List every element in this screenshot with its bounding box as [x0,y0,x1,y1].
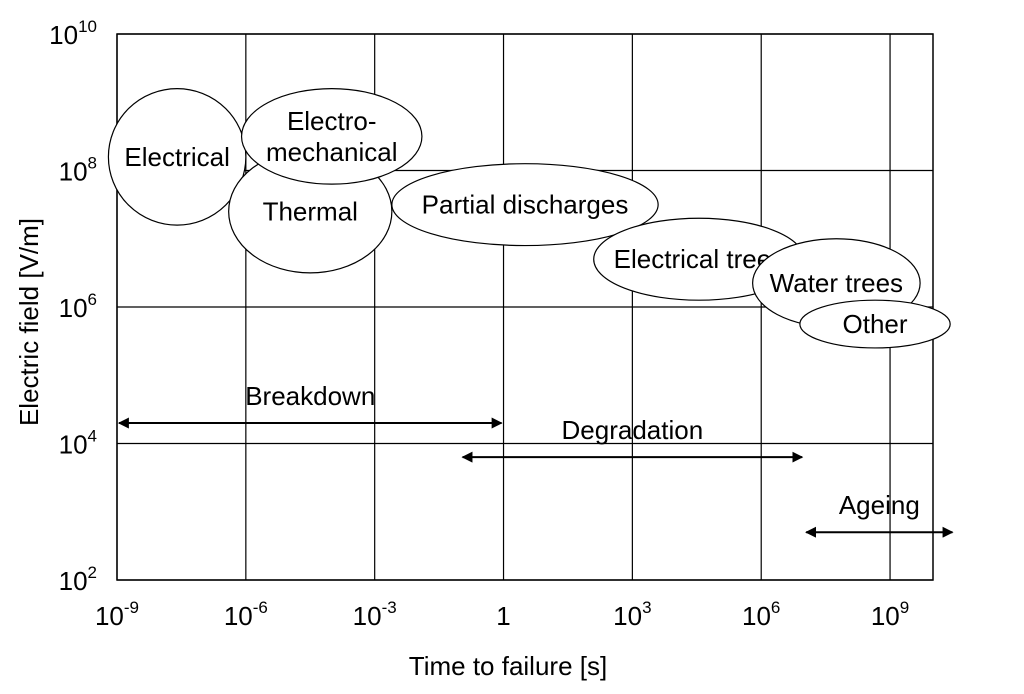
x-tick-label: 10-9 [95,598,139,631]
y-tick-base: 10 [49,20,78,50]
range-label: Breakdown [245,381,375,411]
x-tick-label: 1 [496,601,510,631]
region-ellipse [799,299,951,349]
x-tick-base: 10 [613,601,642,631]
ranges: Breakdown Degradation Ageing [117,381,954,538]
y-tick-base: 10 [59,566,88,596]
x-tick-base: 10 [871,601,900,631]
region-ellipse [107,88,247,226]
plot-frame [116,33,934,581]
y-tick-label: 104 [59,427,97,460]
y-tick-exponent: 8 [88,154,97,173]
region-label: Partial discharges [422,190,629,220]
region-label: Electro- [287,106,377,136]
x-tick-base: 10 [742,601,771,631]
y-tick-base: 10 [59,157,88,187]
x-tick-base: 10 [95,601,124,631]
range-label: Ageing [839,490,920,520]
y-tick-base: 10 [59,430,88,460]
x-tick-exponent: -9 [124,598,139,617]
region-label: mechanical [266,137,398,167]
y-tick-label: 102 [59,563,97,596]
region-ellipse [240,87,423,185]
x-tick-base: 1 [496,601,510,631]
y-axis-label: Electric field [V/m] [14,218,44,426]
x-tick-base: 10 [224,601,253,631]
x-tick-label: 106 [742,598,780,631]
region-label: Electrical trees [614,244,785,274]
region-ellipse [391,163,659,247]
regions: Electrical Thermal Electro-mechanical Parti… [107,87,951,349]
region-label: Water trees [770,268,903,298]
region-label: Thermal [263,196,358,226]
y-tick-label: 108 [59,154,97,187]
x-tick-label: 10-6 [224,598,268,631]
y-tick-label: 106 [59,290,97,323]
region-label: Other [843,309,908,339]
y-tick-base: 10 [59,293,88,323]
y-tick-exponent: 10 [78,17,97,36]
x-tick-exponent: -3 [382,598,397,617]
range-label: Degradation [562,415,704,445]
x-tick-exponent: -6 [253,598,268,617]
y-tick-exponent: 2 [88,563,97,582]
y-tick-exponent: 6 [88,290,97,309]
y-tick-exponent: 4 [88,427,97,446]
x-tick-label: 103 [613,598,651,631]
x-tick-label: 10-3 [353,598,397,631]
x-tick-base: 10 [353,601,382,631]
x-axis-label: Time to failure [s] [409,651,607,681]
x-tick-exponent: 6 [771,598,780,617]
y-tick-label: 1010 [49,17,97,50]
x-tick-label: 109 [871,598,909,631]
x-tick-exponent: 3 [642,598,651,617]
x-tick-exponent: 9 [900,598,909,617]
region-label: Electrical [124,142,229,172]
